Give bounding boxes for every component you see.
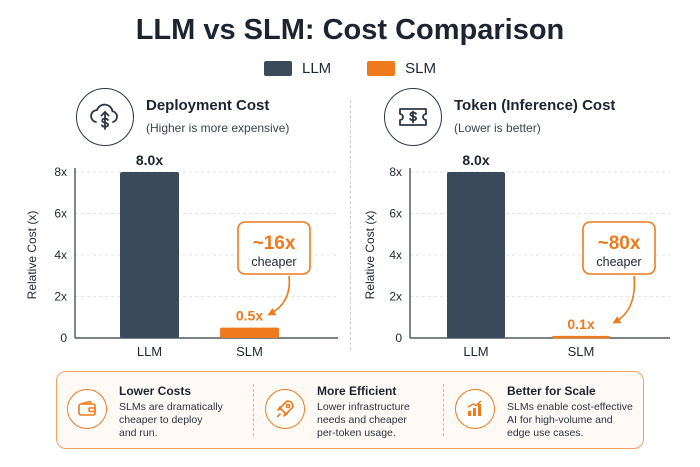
bar-llm bbox=[120, 172, 179, 338]
legend-swatch-slm bbox=[367, 61, 396, 76]
callout-deployment: ~16x cheaper bbox=[237, 221, 311, 316]
benefit-separator bbox=[253, 384, 254, 436]
y-tick-label: 8x bbox=[389, 165, 402, 179]
panel-subtitle-token: (Lower is better) bbox=[454, 121, 541, 135]
legend-item-slm: SLM bbox=[367, 60, 436, 77]
benefit-description: Lower infrastructure needs and cheaper p… bbox=[317, 401, 447, 440]
benefit-line: AI for high-volume and bbox=[507, 414, 613, 426]
y-tick-label: 8x bbox=[54, 165, 67, 179]
benefit-line: needs and cheaper bbox=[317, 414, 407, 426]
benefit-line: cheaper to deploy bbox=[119, 414, 203, 426]
rocket-icon bbox=[265, 389, 305, 429]
benefit-title: Better for Scale bbox=[507, 384, 596, 398]
benefit-more-efficient: More Efficient Lower infrastructure need… bbox=[255, 372, 441, 447]
bar-value-label: 8.0x bbox=[136, 152, 163, 168]
panel-title-token: Token (Inference) Cost bbox=[454, 97, 616, 114]
x-tick-label: LLM bbox=[463, 344, 488, 359]
bar-slm bbox=[552, 335, 610, 339]
benefit-better-for-scale: Better for Scale SLMs enable cost-effect… bbox=[445, 372, 643, 447]
token-chart: 0 2x 4x 6x 8x Relative Cost (x) 8.0x LLM 0.1x SLM bbox=[363, 152, 670, 359]
callout-token-label: cheaper bbox=[596, 255, 641, 269]
charts-canvas: 0 2x 4x 6x 8x Relative Cost (x) 8.0x LLM 0.5x SLM… bbox=[25, 152, 670, 359]
panel-divider bbox=[350, 100, 351, 350]
benefit-lower-costs: Lower Costs SLMs are dramatically cheape… bbox=[57, 372, 253, 447]
y-tick-label: 4x bbox=[389, 248, 402, 262]
benefit-title: Lower Costs bbox=[119, 384, 192, 398]
y-tick-label: 2x bbox=[389, 290, 402, 304]
legend: LLM SLM bbox=[0, 60, 700, 77]
x-tick-label: SLM bbox=[236, 344, 263, 359]
callout-deployment-value: ~16x bbox=[253, 233, 296, 254]
y-tick-label: 0 bbox=[395, 331, 402, 345]
bar-growth-icon bbox=[455, 389, 495, 429]
wallet-icon bbox=[67, 389, 107, 429]
bar-value-label: 0.1x bbox=[567, 316, 594, 332]
panel-subtitle-deployment: (Higher is more expensive) bbox=[146, 121, 290, 135]
benefit-separator bbox=[443, 384, 444, 436]
benefit-line: and run. bbox=[119, 427, 158, 439]
benefit-title: More Efficient bbox=[317, 384, 397, 398]
bar-llm bbox=[447, 172, 505, 338]
bar-slm bbox=[220, 327, 279, 338]
x-tick-label: SLM bbox=[568, 344, 595, 359]
panel-title-deployment: Deployment Cost bbox=[146, 97, 270, 114]
bar-value-label: 8.0x bbox=[462, 152, 489, 168]
benefits-box: Lower Costs SLMs are dramatically cheape… bbox=[56, 371, 644, 449]
x-tick-label: LLM bbox=[137, 344, 162, 359]
benefit-line: SLMs are dramatically bbox=[119, 401, 223, 413]
chart-title: LLM vs SLM: Cost Comparison bbox=[135, 14, 565, 46]
y-axis-label: Relative Cost (x) bbox=[25, 211, 39, 300]
callout-token: ~80x cheaper bbox=[582, 221, 656, 324]
legend-label-llm: LLM bbox=[301, 60, 332, 77]
legend-item-llm: LLM bbox=[263, 60, 332, 77]
callout-deployment-label: cheaper bbox=[251, 255, 296, 269]
ticket-dollar-icon bbox=[384, 88, 442, 146]
benefit-line: SLMs enable cost-effective bbox=[507, 401, 633, 413]
y-tick-label: 0 bbox=[60, 331, 67, 345]
callout-token-value: ~80x bbox=[598, 233, 641, 254]
callout-token-arrow bbox=[612, 275, 636, 324]
y-tick-label: 4x bbox=[54, 248, 67, 262]
legend-label-slm: SLM bbox=[405, 60, 437, 77]
deployment-chart: 0 2x 4x 6x 8x Relative Cost (x) 8.0x LLM 0.5x SLM bbox=[25, 152, 338, 359]
benefit-description: SLMs are dramatically cheaper to deploy … bbox=[119, 401, 249, 440]
benefit-line: Lower infrastructure bbox=[317, 401, 410, 413]
y-axis-label: Relative Cost (x) bbox=[363, 211, 377, 300]
cloud-dollar-icon bbox=[76, 88, 134, 146]
legend-swatch-llm bbox=[263, 61, 292, 76]
callout-deployment-arrow bbox=[267, 275, 291, 316]
benefit-line: per-token usage. bbox=[317, 427, 396, 439]
benefit-line: edge use cases. bbox=[507, 427, 584, 439]
y-tick-label: 2x bbox=[54, 290, 67, 304]
benefit-description: SLMs enable cost-effective AI for high-v… bbox=[507, 401, 647, 440]
y-tick-label: 6x bbox=[389, 207, 402, 221]
bar-value-label: 0.5x bbox=[236, 308, 263, 324]
y-tick-label: 6x bbox=[54, 207, 67, 221]
